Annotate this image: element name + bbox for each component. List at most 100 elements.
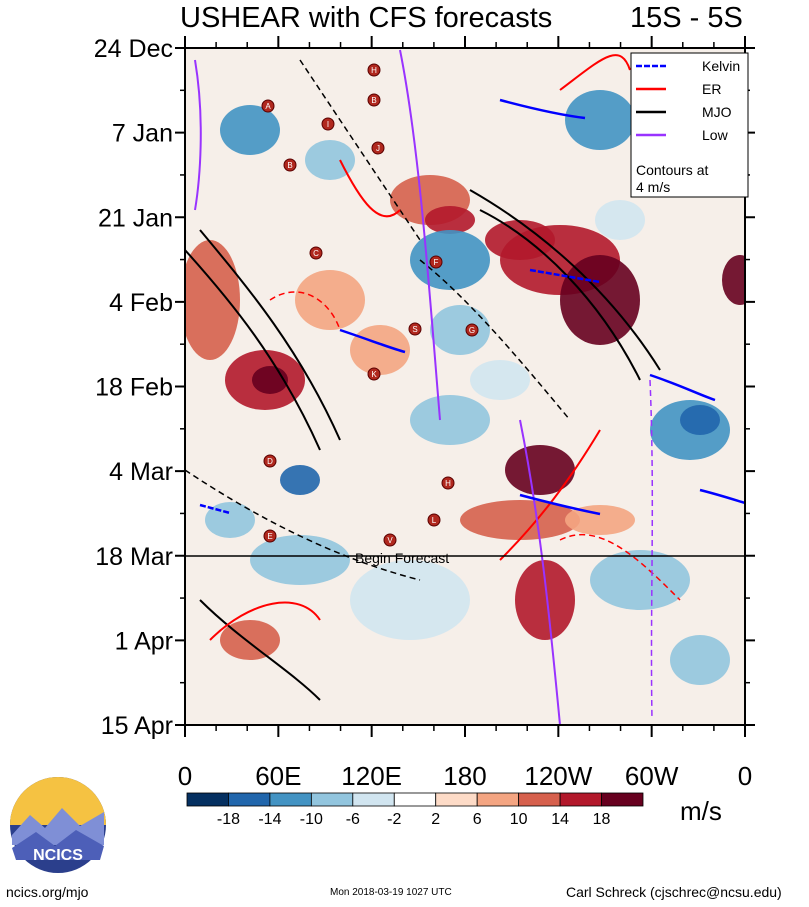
shear-field: H B A I J B C F S G K D H L E V — [185, 48, 745, 725]
contour-line — [559, 534, 681, 601]
field-patch — [565, 90, 635, 150]
legend-label: ER — [702, 81, 721, 97]
colorbar-swatch — [352, 792, 395, 807]
colorbar-tick-label: -6 — [346, 811, 360, 828]
colorbar: -18 -14 -10 -6 -2 2 6 10 14 18 — [186, 792, 644, 828]
storm-letter: S — [412, 325, 417, 334]
storm-letter: F — [434, 258, 439, 267]
contour-line — [399, 49, 441, 421]
storm-letter: V — [387, 536, 393, 545]
y-tick-label: 24 Dec — [94, 35, 173, 63]
colorbar-tick-label: 14 — [551, 811, 569, 828]
colorbar-tick-label: 2 — [431, 811, 440, 828]
contour-line — [339, 159, 401, 218]
y-tick-label: 7 Jan — [112, 120, 173, 148]
colorbar-tick-label: 6 — [473, 811, 482, 828]
contour-line — [529, 268, 601, 284]
y-tick-label: 15 Apr — [101, 712, 173, 740]
storm-marker — [441, 476, 455, 490]
storm-letter: H — [445, 479, 451, 488]
storm-marker — [367, 93, 381, 107]
legend-note-line1: Contours at — [636, 162, 708, 178]
field-patch — [460, 500, 580, 540]
contour-line — [419, 259, 571, 421]
legend-label: MJO — [702, 104, 732, 120]
contour-line — [199, 599, 321, 701]
field-patch — [205, 502, 255, 538]
field-patch — [305, 140, 355, 180]
x-tick-label: 0 — [178, 761, 192, 791]
field-patch — [595, 200, 645, 240]
storm-marker — [321, 117, 335, 131]
x-tick-label: 120W — [524, 761, 592, 791]
storm-marker — [367, 367, 381, 381]
forecast-label: Begin Forecast — [355, 550, 449, 566]
contour-line — [199, 503, 231, 515]
colorbar-tick-label: -10 — [300, 811, 323, 828]
footer-url[interactable]: ncics.org/mjo — [6, 884, 89, 900]
storm-marker — [383, 533, 397, 547]
field-patch — [680, 405, 720, 435]
field-patch — [515, 560, 575, 640]
field-patch — [185, 240, 240, 360]
storm-marker — [371, 141, 385, 155]
storm-letter: K — [371, 370, 377, 379]
colorbar-swatch — [310, 792, 354, 807]
x-axis: 0 60E 120E 180 120W 60W 0 — [178, 36, 752, 791]
storm-marker — [263, 454, 277, 468]
ncics-logo: NCICS — [10, 777, 106, 873]
colorbar-swatch — [186, 792, 229, 807]
storm-marker — [283, 158, 297, 172]
field-patch — [250, 535, 350, 585]
colorbar-swatch — [476, 792, 520, 807]
field-patch — [350, 560, 470, 640]
y-tick-label: 4 Mar — [109, 458, 173, 486]
storm-marker — [429, 255, 443, 269]
storm-marker — [261, 99, 275, 113]
storm-letter: B — [287, 161, 292, 170]
y-tick-label: 18 Mar — [95, 543, 173, 571]
chart-title: USHEAR with CFS forecasts — [180, 2, 553, 34]
field-patch — [410, 395, 490, 445]
region-label: 15S - 5S — [630, 2, 743, 34]
field-patch — [505, 445, 575, 495]
storm-letter: G — [469, 326, 475, 335]
contour-line — [519, 493, 601, 516]
storm-letter: D — [267, 457, 273, 466]
colorbar-swatch — [228, 792, 271, 807]
y-tick-label: 21 Jan — [98, 204, 173, 232]
field-patch — [430, 305, 490, 355]
x-tick-label: 60W — [625, 761, 679, 791]
x-tick-label: 120E — [341, 761, 402, 791]
storm-marker — [367, 63, 381, 77]
field-patch — [220, 105, 280, 155]
contour-line — [194, 59, 202, 211]
storm-letter: B — [371, 96, 376, 105]
field-patch — [565, 505, 635, 535]
contour-line — [559, 54, 631, 91]
storm-letter: I — [327, 120, 329, 129]
storm-letter: A — [265, 102, 271, 111]
x-tick-label: 0 — [738, 761, 752, 791]
contour-line — [649, 373, 716, 402]
colorbar-tick-label: 18 — [593, 811, 611, 828]
field-patch — [670, 635, 730, 685]
colorbar-tick-label: 10 — [510, 811, 528, 828]
storm-letter: C — [313, 249, 319, 258]
y-tick-label: 4 Feb — [109, 289, 173, 317]
field-patch — [410, 230, 490, 290]
contour-line — [269, 291, 341, 331]
legend-note-line2: 4 m/s — [636, 179, 670, 195]
field-patch — [295, 270, 365, 330]
contour-line — [649, 379, 654, 721]
storm-letter: J — [376, 144, 380, 153]
colorbar-tick-label: -14 — [258, 811, 281, 828]
field-patch — [425, 206, 475, 234]
contour-line — [185, 469, 421, 581]
colorbar-tick-label: -2 — [387, 811, 401, 828]
x-tick-label: 180 — [443, 761, 486, 791]
contour-line — [499, 429, 601, 561]
legend: Kelvin ER MJO Low Contours at 4 m/s — [630, 52, 749, 198]
contour-line — [199, 229, 341, 441]
